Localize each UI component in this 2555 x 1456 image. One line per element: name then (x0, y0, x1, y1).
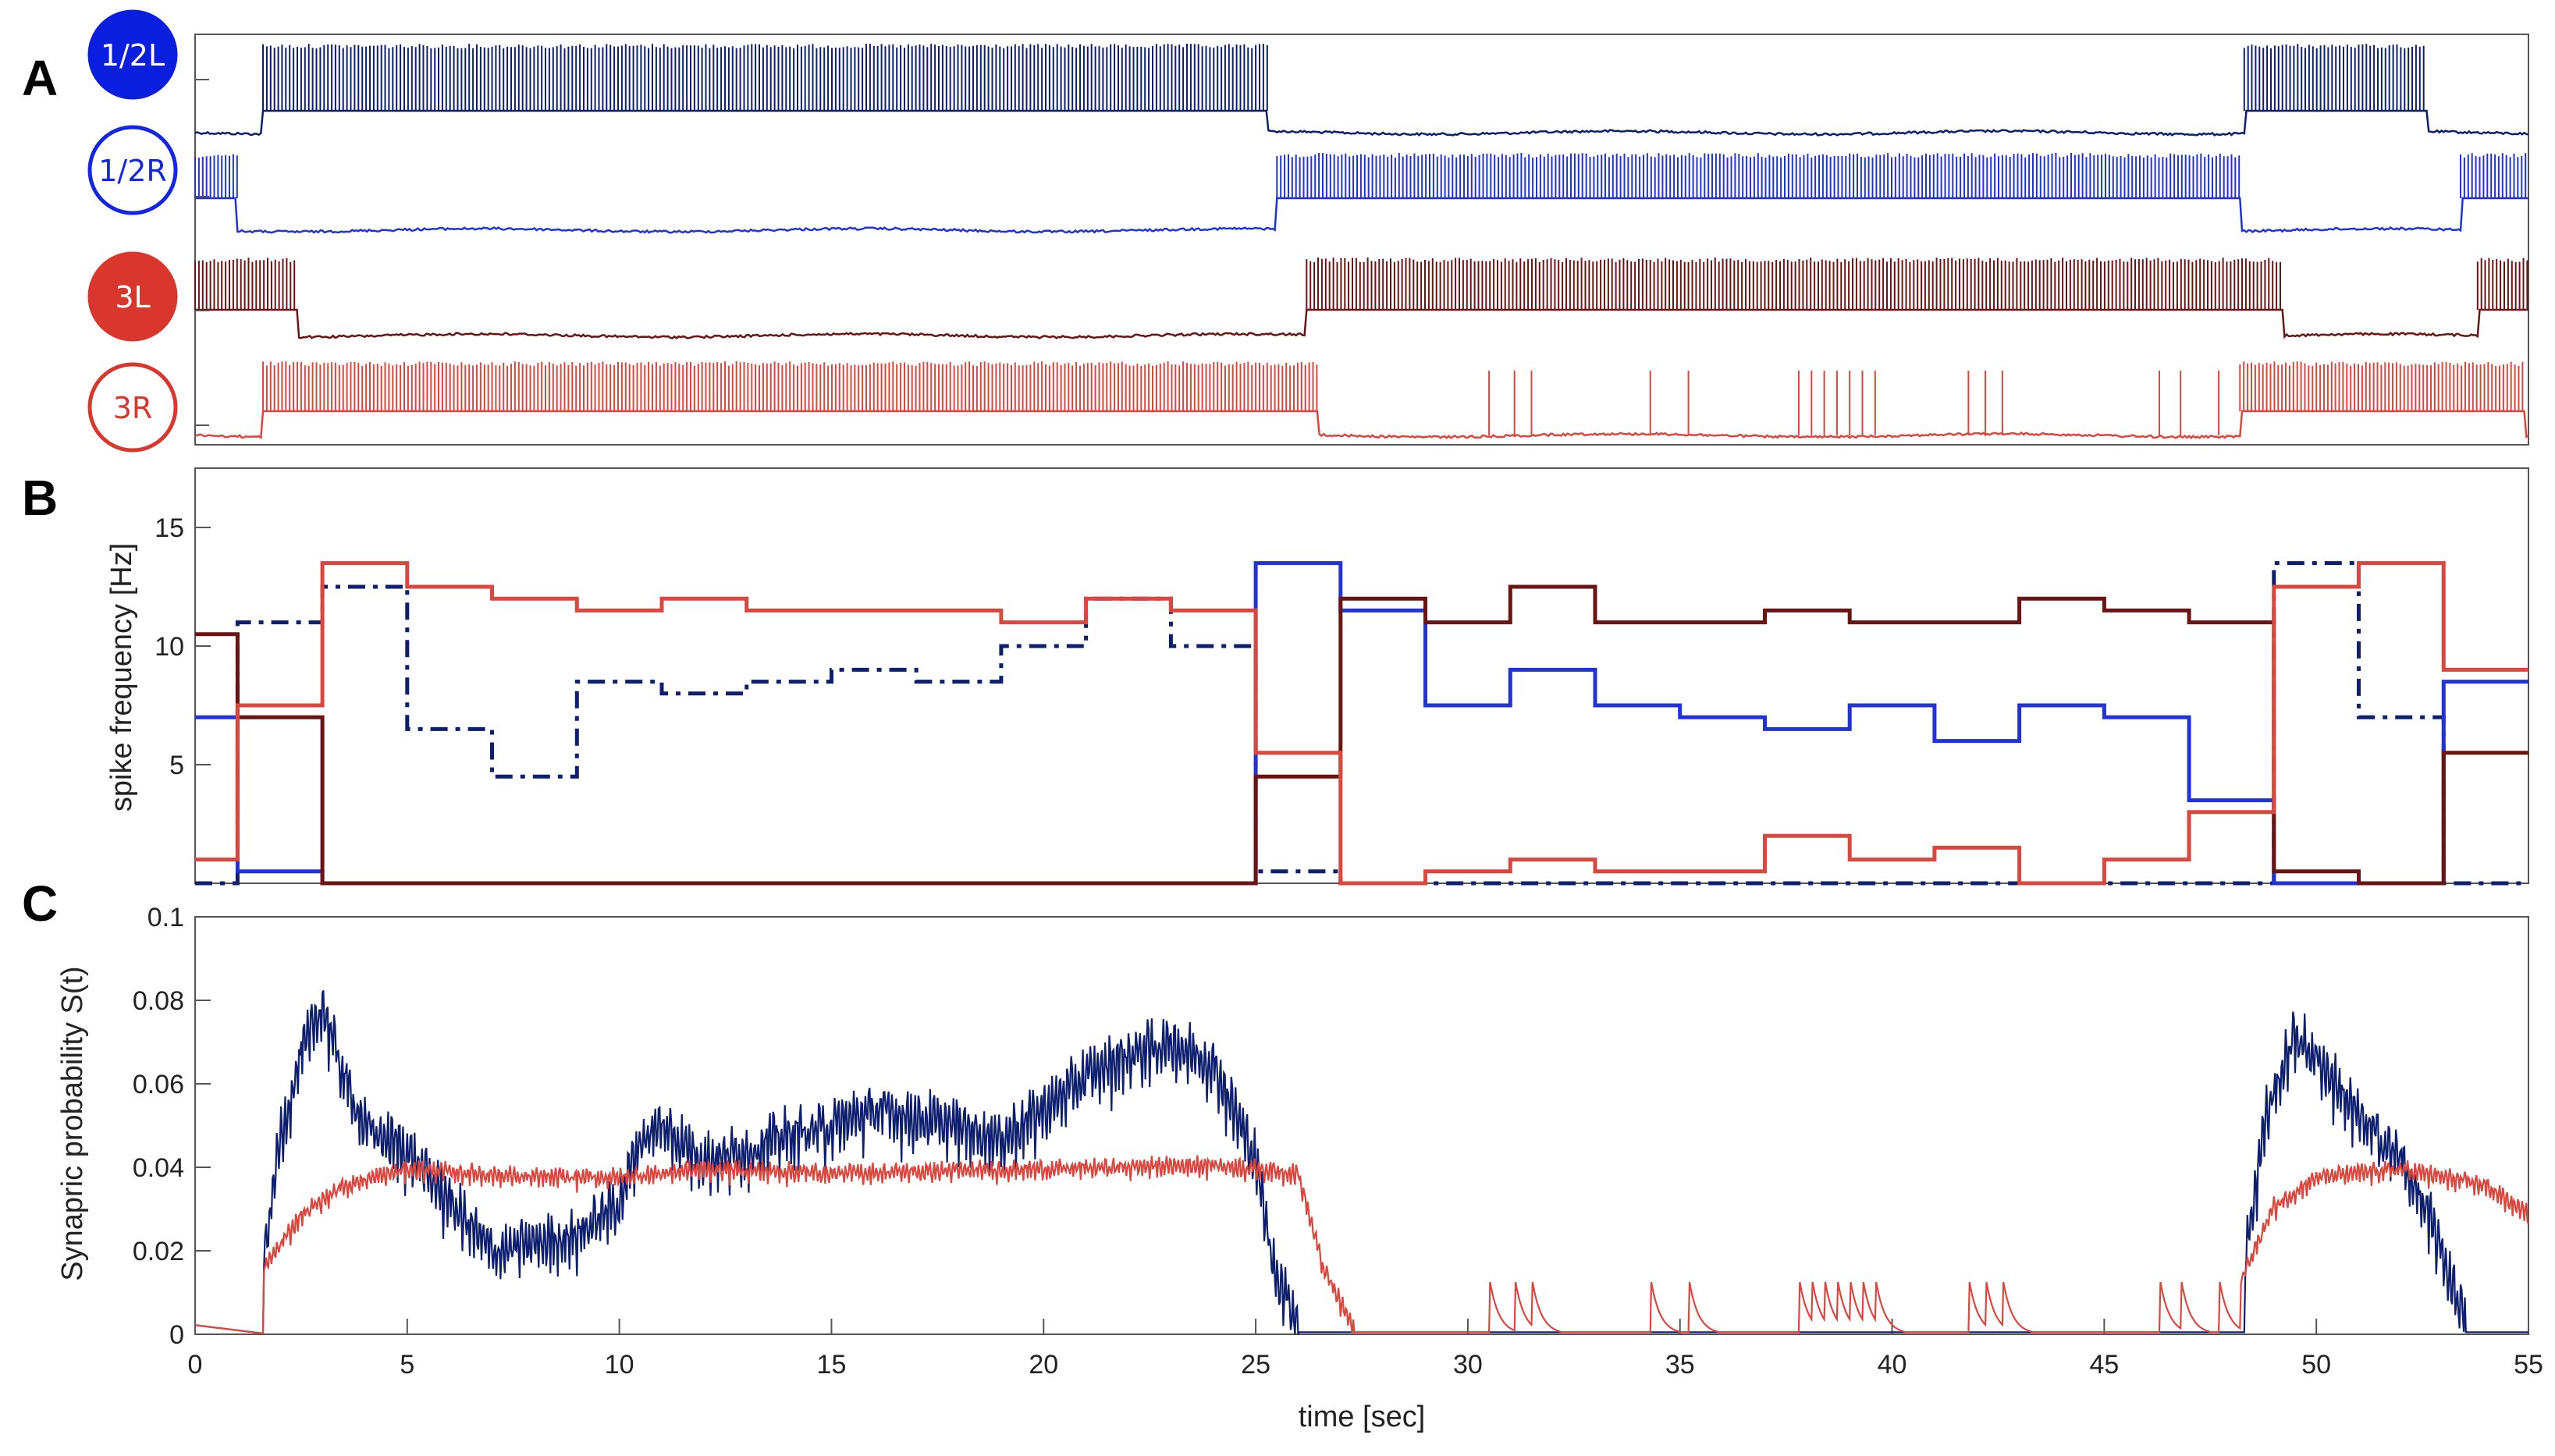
panel-c-frame (194, 916, 2529, 1335)
trace-1-2R-baseline (195, 197, 2528, 234)
panel-c-ytick-label: 0.02 (133, 1237, 184, 1266)
panel-letter-b: B (22, 470, 58, 526)
panel-letter-a: A (22, 50, 58, 106)
trace-1-2L-baseline (194, 109, 2529, 137)
panel-b-series (195, 561, 2528, 886)
panel-c-xtick-label: 30 (1453, 1350, 1483, 1380)
panel-c-ytick-label: 0.08 (133, 986, 184, 1016)
panel-b-series-3L (195, 584, 2528, 886)
panel-c-series (194, 989, 2530, 1335)
trace-3R-baseline (194, 410, 2529, 440)
panel-c-ticks: 0 0.02 0.04 0.06 0.08 0.1 0 5 10 15 20 25 30 35 40 45 50… (133, 903, 2543, 1380)
panel-c-xtick-label: 45 (2089, 1350, 2119, 1380)
panel-c-ytick-label: 0.1 (147, 903, 184, 932)
panel-c-xtick-label: 15 (817, 1350, 847, 1380)
trace-3L-spikes (194, 257, 2528, 310)
panel-a-traces (194, 44, 2529, 440)
badge-1-2r-circle (87, 125, 178, 215)
badge-3l-label: 3L (115, 280, 150, 314)
badge-3l: 3L (87, 251, 178, 342)
panel-c-xtick-label: 0 (188, 1350, 203, 1380)
trace-1-2R-spikes (194, 153, 2527, 198)
panel-c-series-3R-synaptic (194, 1155, 2530, 1335)
panel-c-xtick-label: 55 (2514, 1350, 2543, 1380)
panel-c-ytick-label: 0 (169, 1320, 184, 1350)
panel-c-ytick-label: 0.04 (133, 1153, 184, 1183)
panel-b-ytick-label: 15 (155, 513, 184, 543)
panel-c-xtick-label: 5 (400, 1350, 414, 1380)
panel-c-xtick-label: 50 (2301, 1350, 2331, 1380)
trace-3R-spikes (262, 361, 2524, 435)
panel-b-series-3R (195, 561, 2528, 886)
panel-b-series-1-2L (195, 561, 2528, 886)
panel-b-frame (194, 467, 2529, 884)
panel-b-ytick-label: 10 (155, 632, 184, 662)
panel-b-yticks: 5 10 15 (155, 513, 211, 780)
panel-c-xtick-label: 35 (1665, 1350, 1695, 1380)
panel-b-ytick-label: 5 (169, 751, 184, 780)
badge-3r: 3R (87, 362, 178, 453)
badge-3r-label: 3R (113, 391, 153, 425)
badge-1-2l: 1/2L (87, 9, 178, 100)
panel-a-frame (194, 34, 2529, 446)
panel-c-xtick-label: 10 (605, 1350, 634, 1380)
panel-c-xtick-label: 40 (1878, 1350, 1907, 1380)
badge-3l-circle (87, 251, 178, 342)
panel-letter-c: C (22, 875, 58, 932)
panel-c-xtick-label: 20 (1029, 1350, 1058, 1380)
badge-1-2l-circle (87, 9, 178, 100)
badge-3r-circle (87, 362, 178, 453)
panel-c-ylabel: Synapric probability S(t) (56, 966, 89, 1280)
panel-c-ytick-label: 0.06 (133, 1070, 184, 1099)
panel-c-xlabel: time [sec] (1299, 1401, 1426, 1433)
panel-c-series-1-2L-synaptic (194, 989, 2528, 1335)
badge-1-2r: 1/2R (87, 125, 178, 215)
badge-1-2l-label: 1/2L (101, 38, 165, 73)
badge-1-2r-label: 1/2R (98, 154, 167, 188)
panel-c-xtick-label: 25 (1241, 1350, 1270, 1380)
trace-1-2L-spikes (262, 44, 2425, 111)
panel-b-ylabel: spike frequency [Hz] (105, 543, 138, 811)
trace-3L-baseline (195, 308, 2528, 339)
